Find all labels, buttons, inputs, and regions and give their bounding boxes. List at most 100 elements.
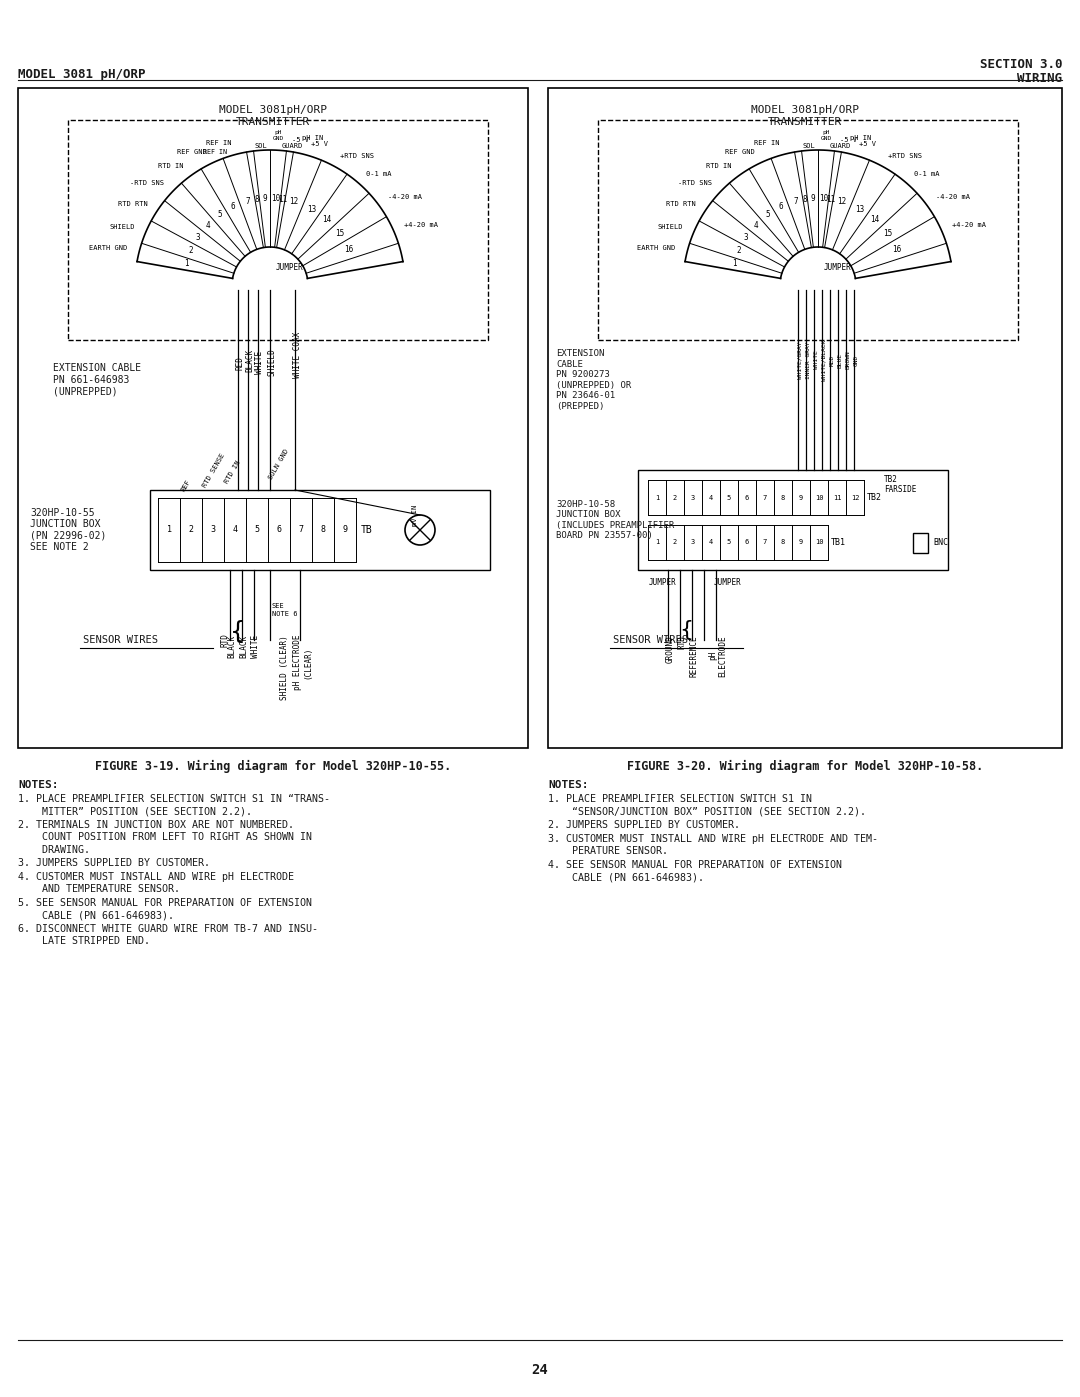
Text: REF GND: REF GND <box>725 149 755 155</box>
Text: RTD RTN: RTD RTN <box>665 201 696 207</box>
Text: 6: 6 <box>745 539 750 545</box>
Text: 11: 11 <box>833 495 841 500</box>
Text: +5 V: +5 V <box>311 141 328 147</box>
Text: 4: 4 <box>708 495 713 500</box>
Text: 3. JUMPERS SUPPLIED BY CUSTOMER.: 3. JUMPERS SUPPLIED BY CUSTOMER. <box>18 858 210 868</box>
Text: JUMPER: JUMPER <box>276 263 303 272</box>
Text: pH ELECTRODE
(CLEAR): pH ELECTRODE (CLEAR) <box>294 636 313 690</box>
Text: RTD SENSE: RTD SENSE <box>202 451 227 488</box>
Text: 12: 12 <box>289 197 299 207</box>
Text: {: { <box>679 620 693 640</box>
Text: REF IN: REF IN <box>754 140 780 147</box>
Text: TB1: TB1 <box>831 538 846 548</box>
Text: {: { <box>230 620 246 644</box>
Text: FIGURE 3-19. Wiring diagram for Model 320HP-10-55.: FIGURE 3-19. Wiring diagram for Model 32… <box>95 760 451 773</box>
Text: 3: 3 <box>691 539 696 545</box>
Circle shape <box>405 515 435 545</box>
Text: 7: 7 <box>762 539 767 545</box>
Text: EARTH GND: EARTH GND <box>90 244 127 251</box>
Text: 10: 10 <box>819 194 828 203</box>
Text: MODEL 3081pH/ORP
TRANSMITTER: MODEL 3081pH/ORP TRANSMITTER <box>751 105 859 127</box>
Text: 9: 9 <box>342 525 348 535</box>
Text: 9: 9 <box>799 539 804 545</box>
Text: RTD: RTD <box>220 633 229 647</box>
Text: 6: 6 <box>276 525 282 535</box>
Text: BNC: BNC <box>933 538 948 548</box>
Text: 3: 3 <box>743 233 748 242</box>
Text: pH IN: pH IN <box>302 136 324 141</box>
Text: 1: 1 <box>654 495 659 500</box>
Text: 2. TERMINALS IN JUNCTION BOX ARE NOT NUMBERED.
    COUNT POSITION FROM LEFT TO R: 2. TERMINALS IN JUNCTION BOX ARE NOT NUM… <box>18 820 312 855</box>
Text: 5: 5 <box>765 211 770 219</box>
Text: RED: RED <box>829 355 835 366</box>
Text: +RTD SNS: +RTD SNS <box>889 152 922 159</box>
Text: 3. CUSTOMER MUST INSTALL AND WIRE pH ELECTRODE AND TEM-
    PERATURE SENSOR.: 3. CUSTOMER MUST INSTALL AND WIRE pH ELE… <box>548 834 878 856</box>
Text: 11: 11 <box>279 196 287 204</box>
Text: 8: 8 <box>802 196 808 204</box>
Text: SOL: SOL <box>802 142 814 149</box>
Text: 14: 14 <box>870 215 879 224</box>
Text: 1. PLACE PREAMPLIFIER SELECTION SWITCH S1 IN “TRANS-
    MITTER” POSITION (SEE S: 1. PLACE PREAMPLIFIER SELECTION SWITCH S… <box>18 793 330 816</box>
Text: 11: 11 <box>826 196 836 204</box>
Text: 2: 2 <box>188 246 193 256</box>
Text: BLACK: BLACK <box>228 636 237 658</box>
Text: 9: 9 <box>810 194 815 203</box>
Bar <box>598 120 1018 339</box>
Text: REF GND: REF GND <box>177 149 206 155</box>
Text: 2: 2 <box>189 525 193 535</box>
Text: 12: 12 <box>837 197 847 207</box>
Text: MODEL 3081 pH/ORP: MODEL 3081 pH/ORP <box>18 68 146 81</box>
Text: GUARD: GUARD <box>829 142 851 149</box>
Text: BLACK: BLACK <box>245 349 255 372</box>
Text: SOLN GND: SOLN GND <box>268 447 291 481</box>
Text: 4. CUSTOMER MUST INSTALL AND WIRE pH ELECTRODE
    AND TEMPERATURE SENSOR.: 4. CUSTOMER MUST INSTALL AND WIRE pH ELE… <box>18 872 294 894</box>
Text: 6: 6 <box>745 495 750 500</box>
Text: pH
GND: pH GND <box>821 130 832 141</box>
Text: 3: 3 <box>691 495 696 500</box>
Text: WHITE: WHITE <box>813 351 819 369</box>
Text: pH
GND: pH GND <box>272 130 284 141</box>
Text: 3: 3 <box>195 233 200 242</box>
Text: JUMPER: JUMPER <box>824 263 852 272</box>
Text: 2. JUMPERS SUPPLIED BY CUSTOMER.: 2. JUMPERS SUPPLIED BY CUSTOMER. <box>548 820 740 830</box>
Text: SHIELD: SHIELD <box>658 224 683 231</box>
Text: pH IN: pH IN <box>850 136 872 141</box>
Text: 15: 15 <box>335 229 345 237</box>
Text: 13: 13 <box>854 204 864 214</box>
Text: RTD IN: RTD IN <box>159 163 184 169</box>
Text: 1. PLACE PREAMPLIFIER SELECTION SWITCH S1 IN
    “SENSOR/JUNCTION BOX” POSITION : 1. PLACE PREAMPLIFIER SELECTION SWITCH S… <box>548 793 866 816</box>
Text: 16: 16 <box>345 244 353 254</box>
Text: TB2: TB2 <box>867 493 882 502</box>
Text: 8: 8 <box>321 525 325 535</box>
Bar <box>548 88 1062 747</box>
Text: 2: 2 <box>673 539 677 545</box>
Text: BROWN: BROWN <box>846 351 851 369</box>
Text: EARTH GND: EARTH GND <box>637 244 676 251</box>
Text: REF IN: REF IN <box>206 140 231 147</box>
Text: 4: 4 <box>708 539 713 545</box>
Text: REF IN: REF IN <box>203 149 227 155</box>
Bar <box>913 532 928 552</box>
Text: 0-1 mA: 0-1 mA <box>915 170 940 177</box>
Text: mV IN: mV IN <box>411 504 418 527</box>
Text: 14: 14 <box>322 215 332 224</box>
Text: GROUND: GROUND <box>665 636 675 662</box>
Text: TB2
FARSIDE: TB2 FARSIDE <box>885 475 916 495</box>
Text: 10: 10 <box>271 194 280 203</box>
Text: 5: 5 <box>727 539 731 545</box>
Text: REFERENCE: REFERENCE <box>689 636 699 676</box>
Text: pH
ELECTRODE: pH ELECTRODE <box>708 636 728 676</box>
Text: 8: 8 <box>781 495 785 500</box>
Text: 6: 6 <box>779 203 783 211</box>
Text: 5: 5 <box>255 525 259 535</box>
Text: 24: 24 <box>531 1363 549 1377</box>
Text: 5. SEE SENSOR MANUAL FOR PREPARATION OF EXTENSION
    CABLE (PN 661-646983).: 5. SEE SENSOR MANUAL FOR PREPARATION OF … <box>18 898 312 921</box>
Text: 6: 6 <box>230 203 235 211</box>
Text: JUMPER: JUMPER <box>714 578 742 587</box>
Text: SENSOR WIRES: SENSOR WIRES <box>613 636 688 645</box>
Text: JUMPER: JUMPER <box>649 578 677 587</box>
Text: NOTES:: NOTES: <box>18 780 58 789</box>
Text: RTD RTN: RTD RTN <box>118 201 147 207</box>
Text: 15: 15 <box>882 229 892 237</box>
Text: 0-1 mA: 0-1 mA <box>366 170 392 177</box>
